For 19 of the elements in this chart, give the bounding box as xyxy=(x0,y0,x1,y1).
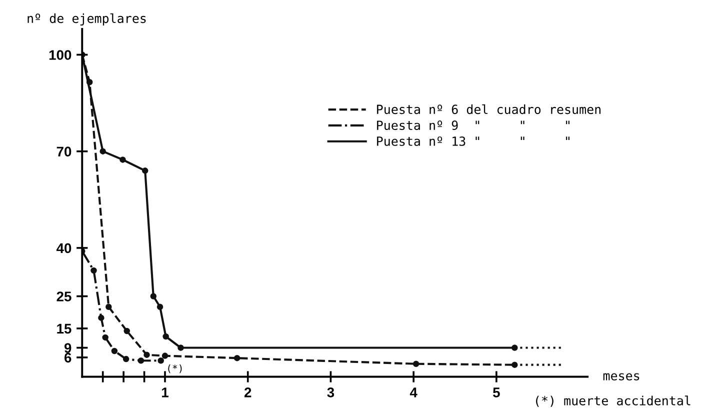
x-tick-label: 1 xyxy=(162,388,168,398)
y-tick-label: 9 xyxy=(64,343,72,353)
y-tick-label: 70 xyxy=(56,146,72,157)
x-tick-label: 3 xyxy=(327,388,334,398)
y-tick-label: 15 xyxy=(57,324,72,334)
x-tick-label: 2 xyxy=(244,388,252,398)
y-axis-title: nº de ejemplares xyxy=(28,13,146,26)
x-tick-label: 4 xyxy=(410,388,418,398)
x-tick-label: 5 xyxy=(492,388,500,398)
legend-label: Puesta nº 13 " " " xyxy=(377,136,570,146)
y-tick-label: 40 xyxy=(56,243,72,254)
text: (*) muerte accidental xyxy=(536,396,690,407)
y-tick-label: 6 xyxy=(64,352,72,363)
y-tick-label: 100 xyxy=(49,50,72,60)
y-tick-label: 25 xyxy=(56,292,72,302)
annotation: (*) xyxy=(168,364,182,374)
legend-label: Puesta nº 9 " " " xyxy=(377,120,570,130)
x-axis-title: meses xyxy=(603,373,640,380)
legend-label: Puesta nº 6 del cuadro resumen xyxy=(377,104,600,114)
